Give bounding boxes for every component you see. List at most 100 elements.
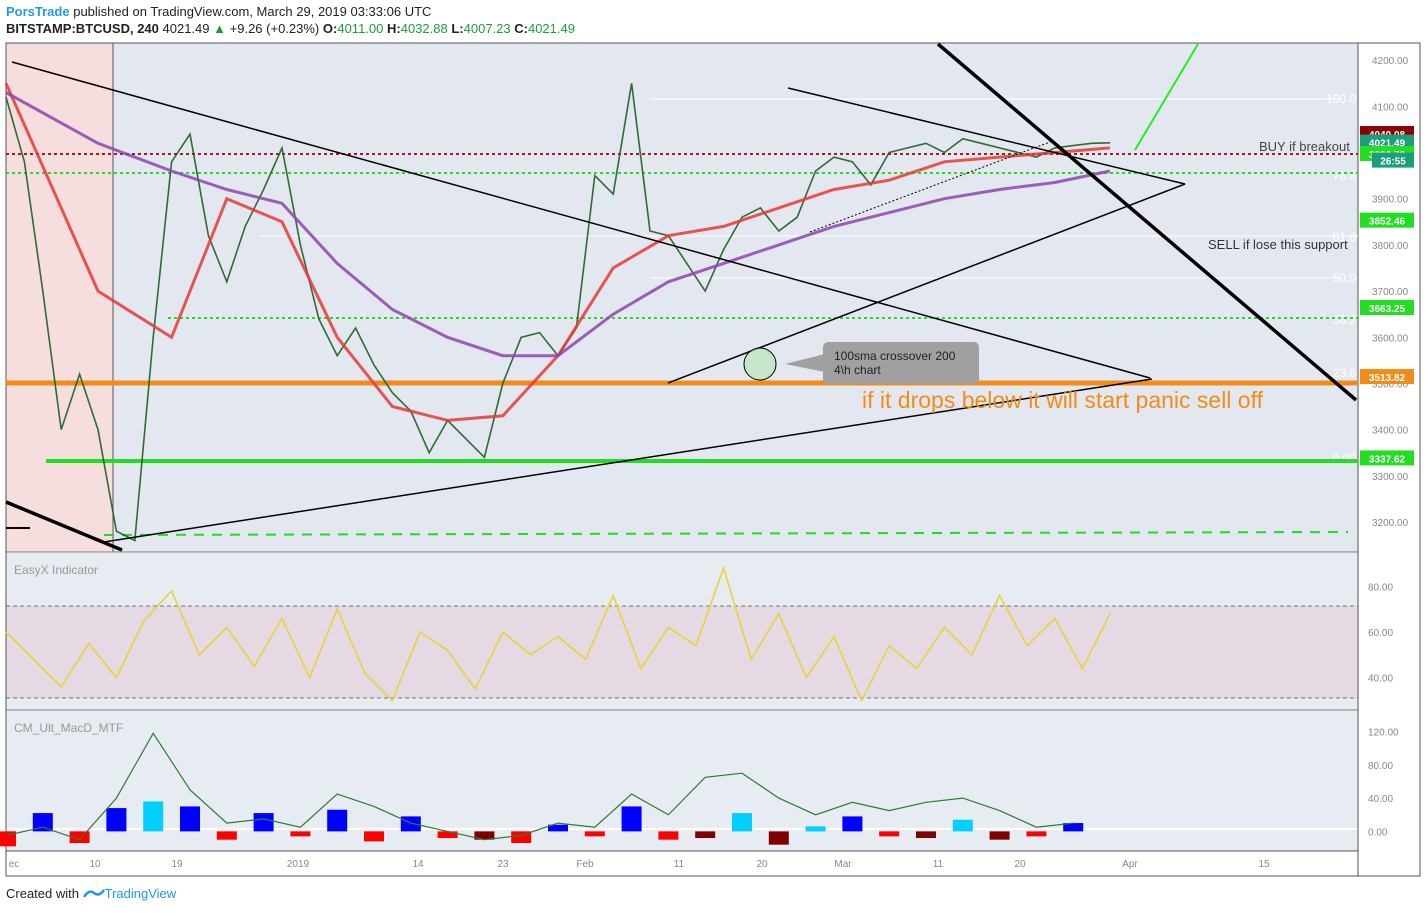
low-label: L: xyxy=(451,21,464,36)
triangle-up-icon: ▲ xyxy=(213,21,227,36)
easyx-title: EasyX Indicator xyxy=(14,563,98,577)
macd-bar xyxy=(400,816,421,832)
macd-bar xyxy=(216,831,237,840)
macd-bar xyxy=(732,813,752,832)
macd-bar xyxy=(180,806,200,832)
macd-bar xyxy=(916,831,936,839)
time-tick-label: ec xyxy=(9,859,20,870)
crossover-callout[interactable] xyxy=(823,342,979,384)
fib-label: 100.0 xyxy=(1326,92,1356,106)
price-tick-label: 3700.00 xyxy=(1372,287,1409,298)
tradingview-logo-icon xyxy=(82,889,105,898)
price-tags: 4040.084021.493996.763852.463663.253513.… xyxy=(1360,126,1414,466)
macd-bar xyxy=(0,831,16,847)
chart-frame xyxy=(5,42,1421,877)
price-tick-label: 3300.00 xyxy=(1372,472,1409,483)
macd-bar xyxy=(842,816,863,832)
macd-tick-label: 80.00 xyxy=(1368,761,1393,772)
brand-link[interactable]: TradingView xyxy=(104,886,177,901)
last-price: 4021.49 xyxy=(162,21,210,36)
macd-bar xyxy=(1026,831,1047,837)
symbol-header: BITSTAMP:BTCUSD, 240 4021.49 ▲ +9.26 (+0… xyxy=(6,21,575,36)
time-tick-label: 19 xyxy=(171,859,183,870)
price-change: +9.26 (+0.23%) xyxy=(229,21,320,36)
time-tick-label: 2019 xyxy=(287,859,310,870)
macd-tick-label: 120.00 xyxy=(1368,728,1399,739)
time-axis: ec 10 19 2019 14 23 Feb 11 20 Mar 11 20 Apr 15 xyxy=(9,859,1270,870)
macd-bar xyxy=(695,831,716,839)
countdown-box xyxy=(1372,152,1414,168)
crossover-marker[interactable] xyxy=(743,347,777,381)
macd-axis: 120.00 80.00 40.00 0.00 xyxy=(1368,728,1399,839)
time-tick-label: 11 xyxy=(674,859,685,870)
fib-label: 50.0 xyxy=(1333,271,1357,285)
easyx-series xyxy=(5,565,1111,703)
high-label: H: xyxy=(387,21,401,36)
easyx-tick-label: 80.00 xyxy=(1368,582,1393,593)
open-value: 4011.00 xyxy=(337,21,384,36)
macd-signal-line xyxy=(5,732,1074,841)
price-tick-label: 3500.00 xyxy=(1372,379,1409,390)
open-label: O: xyxy=(322,21,338,36)
price-tick-label: 3600.00 xyxy=(1372,333,1409,344)
macd-bar xyxy=(32,813,53,832)
macd-bar xyxy=(143,801,164,832)
time-tick-label: 15 xyxy=(1258,859,1270,870)
fib-levels xyxy=(650,98,1340,279)
price-tick-label: 3200.00 xyxy=(1372,518,1409,529)
fib-label: 61.8 xyxy=(1333,230,1357,244)
macd-bar xyxy=(584,831,605,837)
price-tag-label: 4021.49 xyxy=(1369,139,1406,150)
low-value: 4007.23 xyxy=(463,21,511,36)
price-tag-box xyxy=(1360,212,1414,228)
price-tag-box xyxy=(1360,300,1414,316)
macd-bar xyxy=(364,831,384,842)
macd-tick-label: 0.00 xyxy=(1368,827,1388,838)
fib-label: 38.2 xyxy=(1333,313,1357,327)
time-tick-label: Mar xyxy=(834,859,852,870)
published-info: published on TradingView.com, March 29, … xyxy=(73,4,432,19)
price-tick-label: 4200.00 xyxy=(1372,56,1409,67)
symbol-label: BITSTAMP:BTCUSD, 240 xyxy=(6,21,159,36)
callout-pointer xyxy=(785,354,825,372)
macd-bar xyxy=(952,819,973,832)
price-series xyxy=(4,82,1111,542)
time-tick-label: 23 xyxy=(497,859,509,870)
close-label: C: xyxy=(514,21,528,36)
macd-bar xyxy=(290,831,311,837)
macd-bar xyxy=(805,826,826,832)
easyx-axis: 80.00 60.00 40.00 xyxy=(1368,582,1393,684)
macd-bar xyxy=(69,831,90,844)
easyx-band xyxy=(6,606,1358,698)
macd-panel-bg xyxy=(6,711,1358,851)
macd-bar xyxy=(511,831,532,844)
series-line-3 xyxy=(5,91,1111,358)
macd-tick-label: 40.00 xyxy=(1368,794,1393,805)
publish-header: PorsTrade published on TradingView.com, … xyxy=(6,4,431,19)
left-shade-area xyxy=(6,43,113,552)
callout-line-1: 100sma crossover 200 xyxy=(834,349,956,363)
time-tick-label: 11 xyxy=(933,859,944,870)
author-name[interactable]: PorsTrade xyxy=(6,4,70,19)
close-value: 4021.49 xyxy=(527,21,575,36)
macd-bar xyxy=(768,831,789,845)
buy-annotation: BUY if breakout xyxy=(1259,139,1350,154)
time-tick-label: 10 xyxy=(89,859,101,870)
price-tag-label: 3513.82 xyxy=(1369,373,1406,384)
price-tick-label: 4100.00 xyxy=(1372,102,1409,113)
macd-bar xyxy=(548,824,568,832)
fib-labels: 100.078.661.850.038.223.60.00 xyxy=(1326,92,1356,465)
price-panel-bg xyxy=(6,43,1358,552)
series-line-2 xyxy=(4,82,1111,422)
macd-bar xyxy=(1063,823,1084,832)
countdown-label: 26:55 xyxy=(1380,157,1406,168)
high-value: 4032.88 xyxy=(400,21,448,36)
macd-bar xyxy=(253,813,274,832)
fib-label: 23.6 xyxy=(1333,366,1357,380)
macd-bar xyxy=(327,809,348,832)
easyx-tick-label: 60.00 xyxy=(1368,628,1393,639)
macd-bar xyxy=(474,831,495,840)
panic-annotation: if it drops below it will start panic se… xyxy=(862,387,1264,413)
price-tag-box xyxy=(1360,134,1414,150)
